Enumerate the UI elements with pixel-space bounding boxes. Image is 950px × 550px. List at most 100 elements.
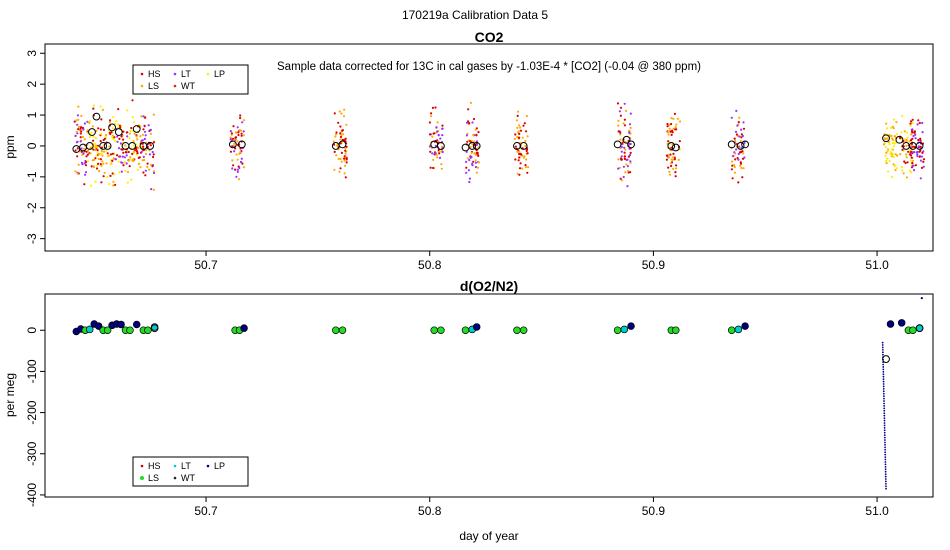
co2-point xyxy=(97,127,100,130)
co2-point xyxy=(151,150,154,154)
co2-point xyxy=(906,136,909,139)
co2-point xyxy=(673,112,677,115)
co2-point xyxy=(118,124,121,127)
co2-point xyxy=(345,161,348,164)
co2-point xyxy=(84,171,88,174)
co2-point xyxy=(617,130,620,133)
co2-point xyxy=(235,175,238,178)
co2-point xyxy=(83,138,86,141)
co2-point xyxy=(617,119,620,122)
co2-point xyxy=(667,166,670,169)
co2-point xyxy=(332,143,336,146)
co2-point xyxy=(739,140,743,143)
co2-point xyxy=(241,121,244,124)
co2-point xyxy=(429,166,432,169)
co2-point xyxy=(912,134,915,138)
co2-x-tick-label: 50.9 xyxy=(642,258,666,272)
co2-point xyxy=(436,121,439,124)
co2-point xyxy=(524,166,528,169)
co2-point xyxy=(144,174,147,177)
co2-point xyxy=(343,157,346,160)
o2n2-mean-marker xyxy=(672,326,680,334)
co2-point xyxy=(237,178,241,181)
o2n2-descent-point xyxy=(883,395,885,398)
co2-point xyxy=(232,125,235,128)
co2-point xyxy=(739,164,742,167)
co2-point xyxy=(241,162,244,165)
co2-point xyxy=(144,116,147,119)
co2-point xyxy=(102,162,105,165)
o2n2-mean-marker xyxy=(620,325,629,334)
co2-point xyxy=(474,161,477,164)
co2-point xyxy=(472,117,476,121)
co2-point xyxy=(84,173,87,176)
co2-point xyxy=(86,160,90,163)
legend-wt-label: WT xyxy=(181,81,195,91)
co2-point xyxy=(670,164,673,168)
co2-point xyxy=(514,133,517,136)
co2-point xyxy=(144,134,147,137)
co2-point xyxy=(665,158,669,161)
co2-point xyxy=(476,166,479,169)
co2-point xyxy=(519,129,523,132)
o2n2-y-ticks: -400 -300 -200 -100 0 xyxy=(25,327,45,507)
co2-point xyxy=(140,115,143,118)
co2-point xyxy=(108,183,111,186)
co2-point xyxy=(623,102,626,105)
co2-point xyxy=(234,168,237,171)
co2-point xyxy=(737,152,740,156)
co2-point xyxy=(100,164,103,167)
co2-point xyxy=(100,181,103,184)
co2-point xyxy=(675,167,678,170)
co2-point xyxy=(667,156,670,159)
co2-point xyxy=(430,112,433,115)
co2-point xyxy=(338,170,341,173)
co2-point xyxy=(917,145,920,148)
co2-point xyxy=(737,181,740,184)
co2-point xyxy=(675,123,678,126)
co2-point xyxy=(474,153,478,156)
co2-point xyxy=(229,130,232,133)
co2-point xyxy=(84,164,88,167)
co2-point xyxy=(473,152,476,155)
co2-point xyxy=(891,137,894,140)
o2n2-descent-point xyxy=(882,363,885,366)
co2-point xyxy=(921,151,924,154)
o2n2-descent-point xyxy=(885,485,887,488)
co2-point xyxy=(242,119,246,122)
co2-point xyxy=(743,156,746,159)
co2-point xyxy=(144,152,148,156)
co2-point xyxy=(733,163,736,167)
co2-point xyxy=(739,161,742,164)
co2-point xyxy=(236,158,239,161)
co2-x-tick-label: 50.7 xyxy=(194,258,218,272)
co2-point xyxy=(344,164,347,167)
o2n2-descent-point xyxy=(884,473,887,476)
o2n2-descent-point xyxy=(882,353,884,356)
co2-point xyxy=(920,155,924,158)
co2-point xyxy=(889,152,892,155)
co2-point xyxy=(80,147,83,150)
co2-point xyxy=(149,163,152,166)
co2-point xyxy=(233,150,236,153)
co2-y-axis-label: ppm xyxy=(3,135,17,158)
o2n2-y-tick-label: 0 xyxy=(25,327,39,334)
co2-point xyxy=(117,123,120,126)
co2-point xyxy=(735,109,738,112)
co2-point xyxy=(75,119,78,122)
o2n2-descent-point xyxy=(884,465,887,468)
co2-point xyxy=(468,122,471,125)
co2-point xyxy=(128,165,131,168)
co2-point xyxy=(733,171,737,174)
o2n2-x-ticks: 50.7 50.8 50.9 51.0 xyxy=(194,497,889,518)
co2-mean-marker xyxy=(92,112,101,121)
co2-point xyxy=(522,124,525,127)
o2n2-descent-point xyxy=(884,468,887,471)
co2-point xyxy=(95,144,98,147)
co2-point xyxy=(440,163,443,166)
co2-point xyxy=(910,139,913,142)
co2-point xyxy=(93,142,96,145)
co2-point xyxy=(518,136,521,139)
o2n2-descent-point xyxy=(884,463,887,466)
co2-point xyxy=(85,155,88,158)
